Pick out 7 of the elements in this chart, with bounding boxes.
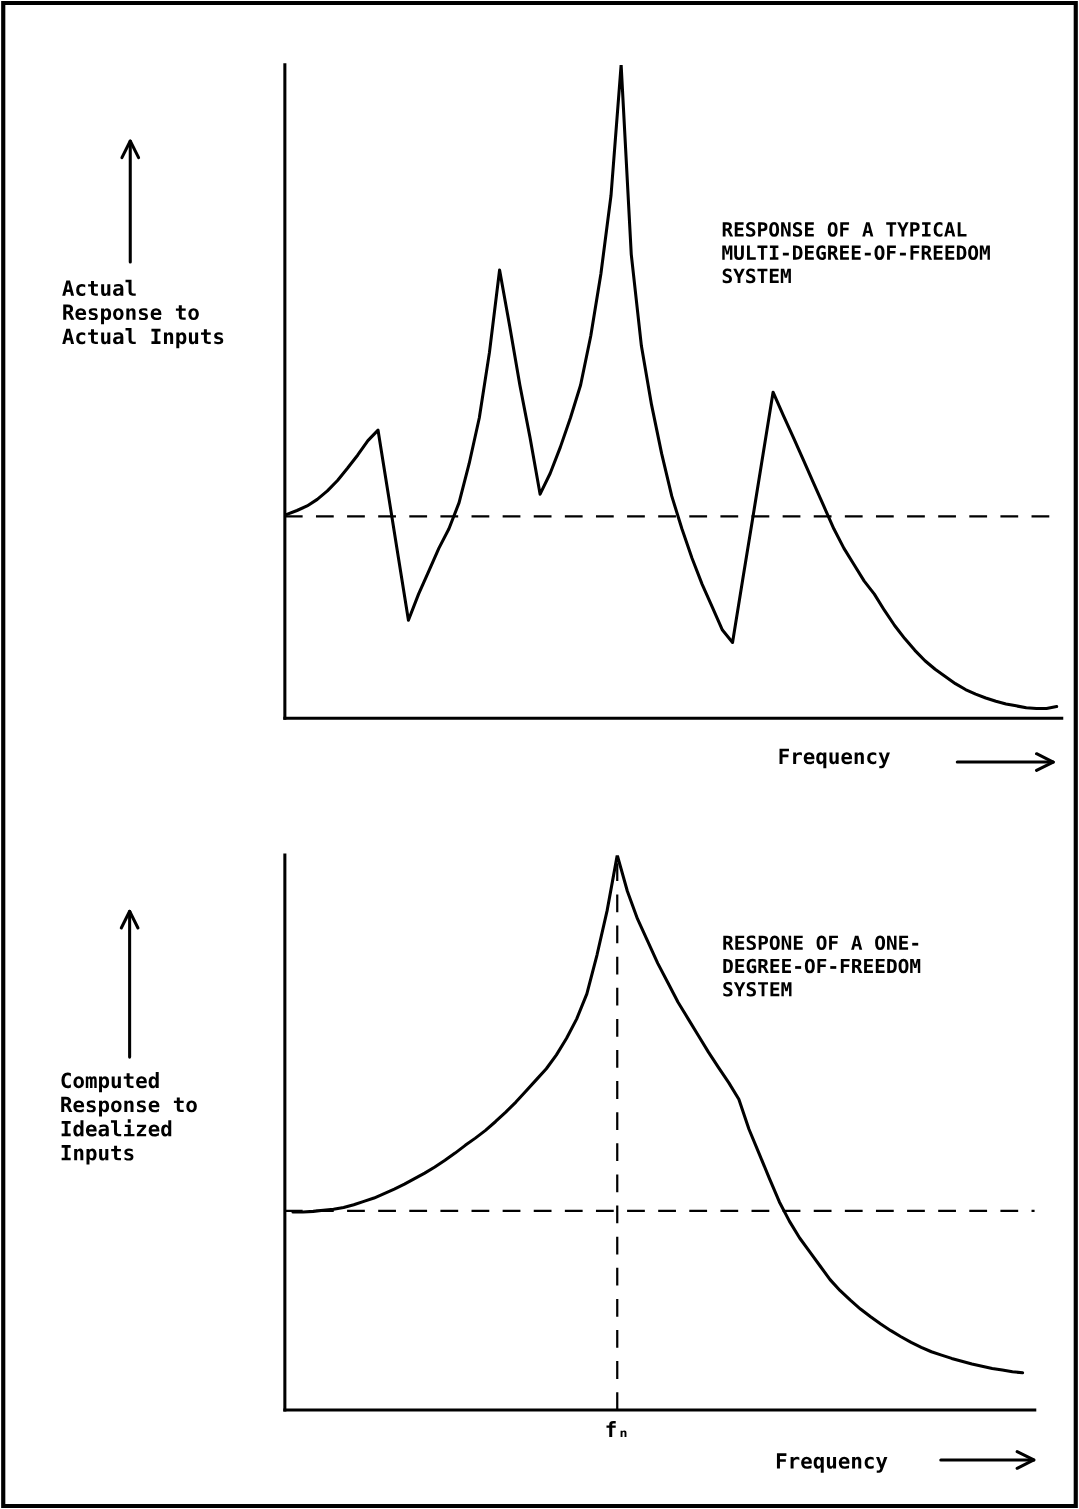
y-axis-title: Computed Response to Idealized Inputs: [61, 1072, 197, 1165]
y-axis-title: Actual Response to Actual Inputs: [62, 279, 224, 349]
text: fₙ: [606, 1421, 627, 1438]
x-axis-title: Frequency: [776, 1453, 888, 1473]
text: RESPONSE OF A TYPICAL MULTI-DEGREE-OF-FREEDOM SYSTEM: [722, 222, 990, 284]
x-axis-title: Frequency: [779, 748, 890, 769]
text: RESPONE OF A ONE- DEGREE-OF-FREEDOM SYSTEM: [723, 935, 921, 997]
